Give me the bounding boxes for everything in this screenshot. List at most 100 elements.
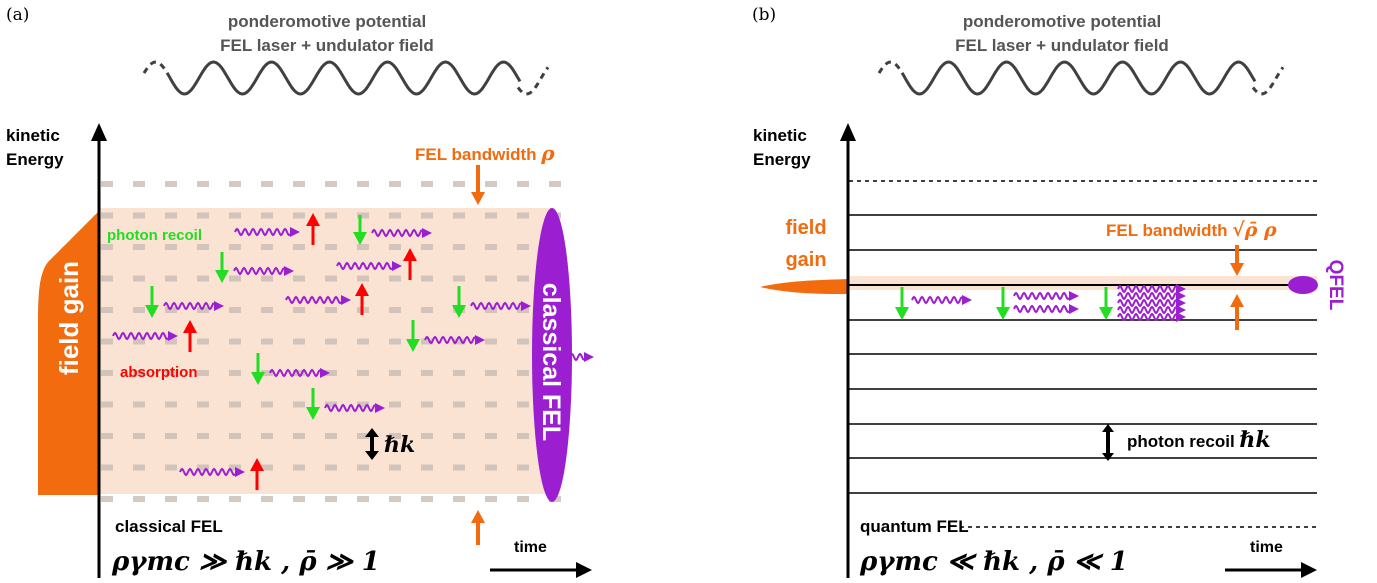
- emitted-photon-5: [269, 368, 321, 378]
- panel-b-bottom-label: quantum FEL: [860, 517, 969, 536]
- bandwidth-arrow-bottom-head: [1230, 294, 1244, 307]
- panel-a-time-arrowhead: [576, 562, 592, 578]
- absorbed-photon-3: [112, 331, 169, 341]
- emission-arrow-2-head: [145, 305, 159, 318]
- emitted-photon-4: [424, 335, 476, 345]
- panel-b-potential-wave-dash-left: [877, 60, 909, 83]
- panel-b-field-gain-label-line1: field: [785, 217, 826, 239]
- panel-a-bandwidth-label: FEL bandwidth ρ: [415, 141, 555, 165]
- panel-a-field-gain-label: field gain: [54, 261, 84, 375]
- absorbed-photon-0-head: [290, 227, 300, 237]
- panel-a-classical-fel-vertical-label: classical FEL: [537, 283, 565, 441]
- emitted-photon-2: [163, 301, 215, 311]
- emission-arrow-1-head: [215, 270, 229, 283]
- absorbed-photon-1: [336, 261, 393, 271]
- panel-a-y-axis-label-line1: kinetic: [6, 126, 60, 145]
- emitted-photon-6: [324, 403, 376, 413]
- absorbed-photon-0: [234, 227, 291, 237]
- emission-arrow-5-head: [251, 372, 265, 385]
- panel-a-photon-recoil-label: photon recoil: [107, 227, 202, 244]
- qfel-photon-2b: [1013, 304, 1070, 314]
- panel-a-energy-levels: [101, 181, 575, 502]
- output-photon-head: [584, 352, 594, 362]
- panel-b-energy-levels: [849, 180, 1317, 528]
- emitted-photon-6-head: [375, 403, 385, 413]
- qfel-photon-3-4: [1117, 312, 1177, 322]
- qfel-photon-1: [911, 295, 963, 305]
- panel-a-condition: ργmc ≫ ℏk , ρ̄ ≫ 1: [111, 547, 380, 577]
- panel-b-y-axis-label-line1: kinetic: [753, 126, 807, 145]
- panel-b-header-line2: FEL laser + undulator field: [955, 36, 1169, 55]
- absorbed-photon-4: [179, 467, 236, 477]
- panel-a-header-line1: ponderomotive potential: [228, 12, 426, 31]
- bandwidth-arrow-bottom-head: [471, 510, 485, 523]
- absorption-arrow-3-head: [183, 320, 197, 333]
- panel-a: (a) ponderomotive potential FEL laser + …: [6, 5, 594, 578]
- emission-arrow-0-head: [353, 232, 367, 245]
- qfel-photon-2b-head: [1069, 304, 1079, 314]
- qfel-emission-arrow-2-head: [996, 307, 1010, 320]
- absorbed-photon-2: [285, 295, 342, 305]
- qfel-photon-3-4-head: [1176, 312, 1186, 322]
- emitted-photon-3: [470, 301, 522, 311]
- qfel-photon-3-1-head: [1176, 291, 1186, 301]
- panel-a-field-gain-shape: [38, 210, 100, 495]
- bandwidth-arrow-top-head: [1230, 263, 1244, 276]
- panel-b-potential-wave-dash-right: [1251, 66, 1285, 96]
- emission-arrow-4-head: [406, 339, 420, 352]
- absorption-arrow-2-head: [355, 283, 369, 296]
- panel-a-energy-band: [100, 208, 552, 494]
- emitted-photon-2-head: [214, 301, 224, 311]
- panel-b-time-arrowhead: [1301, 562, 1317, 578]
- qfel-photon-2a: [1013, 291, 1070, 301]
- panel-b-qfel-label: QFEL: [1325, 260, 1346, 311]
- panel-a-hbar-k-arrow: [365, 428, 379, 460]
- qfel-emission-arrow-1-head: [895, 307, 909, 320]
- qfel-photon-3-3-head: [1176, 305, 1186, 315]
- emitted-photon-0: [371, 228, 423, 238]
- panel-a-tag: (a): [6, 5, 29, 25]
- absorbed-photon-2-head: [341, 295, 351, 305]
- panel-a-hbar-k-label: ℏk: [384, 432, 415, 458]
- panel-b-y-axis-arrowhead: [840, 123, 856, 141]
- panel-b-condition: ργmc ≪ ℏk , ρ̄ ≪ 1: [859, 547, 1128, 577]
- panel-b-potential-wave: [903, 60, 1257, 96]
- absorption-arrow-0-head: [306, 213, 320, 226]
- absorbed-photon-4-head: [235, 467, 245, 477]
- panel-b-hbar-k-arrow: [1102, 424, 1114, 461]
- panel-b-qfel-ellipse: [1288, 276, 1318, 294]
- qfel-emission-arrow-3-head: [1099, 307, 1113, 320]
- emitted-photon-5-head: [320, 368, 330, 378]
- panel-b-processes: [895, 284, 1186, 322]
- emission-arrow-3-head: [452, 305, 466, 318]
- emitted-photon-1-head: [284, 266, 294, 276]
- panel-b: (b) ponderomotive potential FEL laser + …: [752, 5, 1346, 578]
- panel-a-header-line2: FEL laser + undulator field: [220, 36, 434, 55]
- qfel-photon-3-1: [1117, 291, 1177, 301]
- absorbed-photon-1-head: [392, 261, 402, 271]
- absorption-arrow-1-head: [403, 248, 417, 261]
- panel-b-tag: (b): [752, 5, 776, 25]
- panel-a-time-label: time: [514, 539, 547, 556]
- panel-b-field-gain-shape: [760, 279, 849, 294]
- panel-a-absorption-label: absorption: [120, 364, 198, 381]
- emitted-photon-1: [233, 266, 285, 276]
- panel-b-bandwidth-label: FEL bandwidth √ρ̄ ρ: [1106, 219, 1277, 241]
- output-photon: [569, 352, 585, 362]
- emission-arrow-6-head: [306, 407, 320, 420]
- panel-b-photon-recoil-label: photon recoil ℏk: [1127, 427, 1271, 453]
- emitted-photon-0-head: [422, 228, 432, 238]
- panel-b-time-label: time: [1250, 539, 1283, 556]
- qfel-photon-3-0: [1117, 284, 1177, 294]
- qfel-photon-3-2-head: [1176, 298, 1186, 308]
- panel-a-potential-wave-dash-right: [516, 66, 550, 96]
- absorption-arrow-4-head: [250, 458, 264, 471]
- panel-b-bandwidth-arrows: [1230, 245, 1244, 330]
- absorbed-photon-3-head: [168, 331, 178, 341]
- qfel-photon-1-head: [962, 295, 972, 305]
- emitted-photon-4-head: [475, 335, 485, 345]
- emitted-photon-3-head: [521, 301, 531, 311]
- panel-b-field-gain-label-line2: gain: [785, 249, 826, 271]
- panel-b-energy-band: [849, 276, 1317, 290]
